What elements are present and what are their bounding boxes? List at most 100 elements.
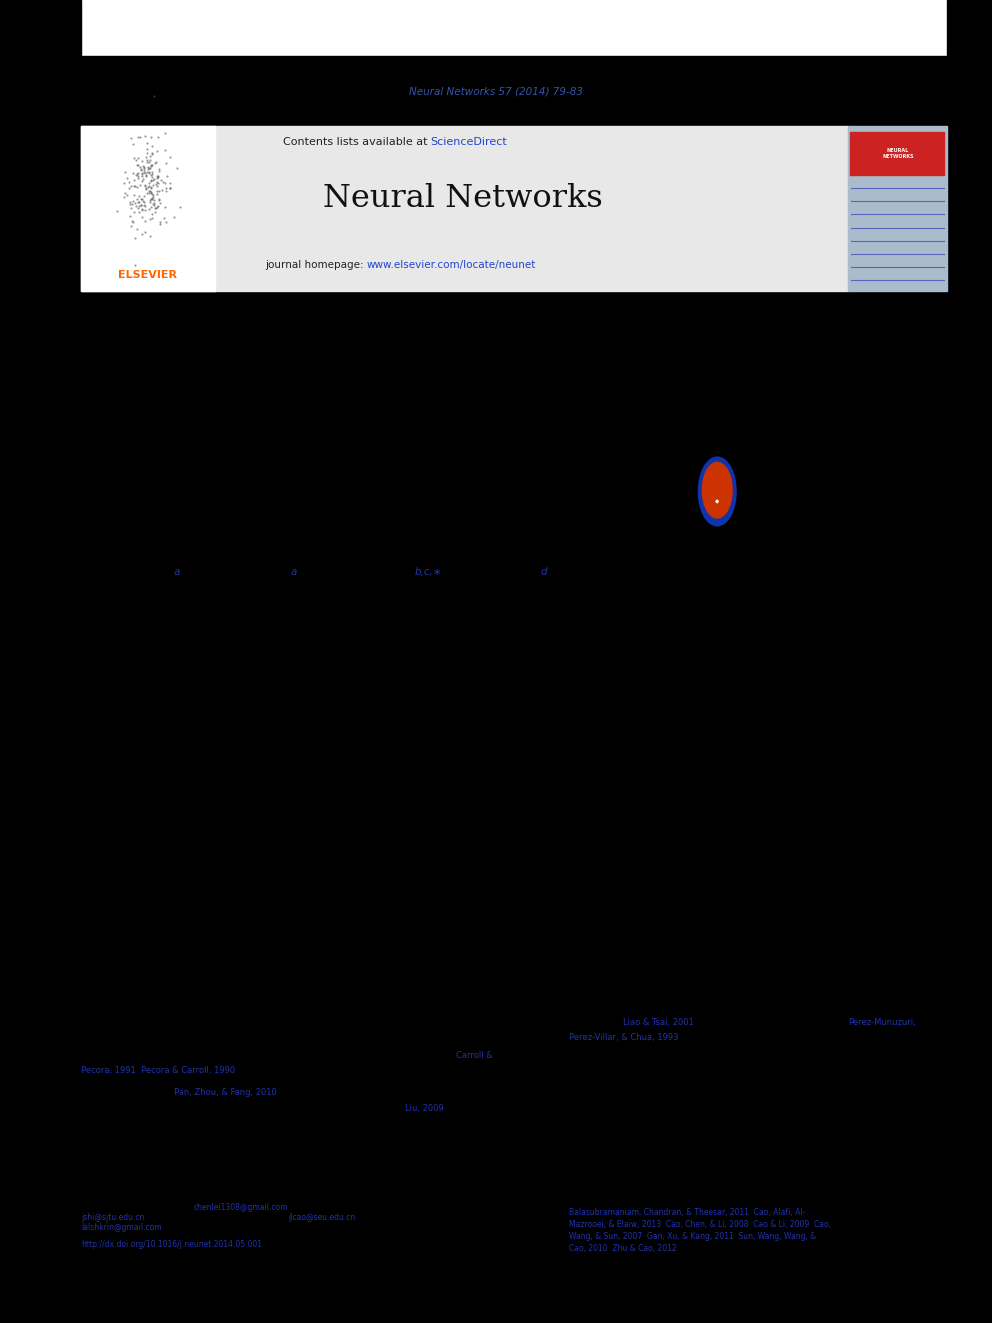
Point: [143, 188, 159, 209]
Point: [136, 194, 152, 216]
Point: [166, 206, 182, 228]
Point: [148, 197, 164, 218]
Text: NEURAL
NETWORKS: NEURAL NETWORKS: [882, 148, 914, 159]
Point: [158, 152, 174, 173]
Point: [132, 175, 148, 196]
Point: [150, 165, 166, 187]
Point: [143, 164, 159, 185]
Point: [138, 164, 154, 185]
Bar: [0, 0, 992, 56]
Point: [148, 152, 164, 173]
Point: [126, 169, 142, 191]
Point: [132, 127, 148, 148]
Point: [142, 192, 158, 213]
Point: [143, 225, 159, 246]
Point: [150, 167, 166, 188]
Bar: [947, 0, 992, 1323]
Point: [125, 163, 141, 184]
Point: [150, 126, 166, 147]
Point: [142, 146, 158, 167]
Point: [117, 161, 133, 183]
Text: Carroll &: Carroll &: [456, 1050, 493, 1060]
Ellipse shape: [698, 458, 736, 525]
Bar: [0, 56, 992, 126]
Text: Pecora, 1991  Pecora & Carroll, 1990: Pecora, 1991 Pecora & Carroll, 1990: [81, 1066, 235, 1076]
Point: [149, 172, 165, 193]
Point: [149, 173, 165, 194]
Point: [147, 86, 163, 107]
Point: [139, 132, 155, 153]
Bar: [850, 132, 944, 175]
Point: [143, 197, 159, 218]
Point: [141, 163, 157, 184]
Point: [125, 134, 141, 155]
Point: [154, 180, 170, 201]
Point: [128, 196, 144, 217]
Text: ScienceDirect: ScienceDirect: [431, 136, 507, 147]
Point: [122, 193, 138, 214]
Point: [126, 201, 142, 222]
Point: [130, 127, 146, 148]
Point: [131, 185, 147, 206]
Point: [152, 213, 168, 234]
Point: [131, 196, 147, 217]
Point: [142, 189, 158, 210]
Point: [173, 197, 188, 218]
Point: [133, 159, 149, 180]
Point: [123, 176, 139, 197]
Text: chenlei1308@gmail.com: chenlei1308@gmail.com: [193, 1204, 288, 1212]
Point: [170, 157, 186, 179]
Point: [133, 188, 149, 209]
Point: [141, 172, 157, 193]
Point: [143, 181, 159, 202]
Point: [149, 140, 165, 161]
Text: b,c,∗: b,c,∗: [415, 568, 442, 577]
Point: [159, 181, 175, 202]
Point: [143, 209, 159, 230]
Point: [145, 175, 161, 196]
Point: [137, 126, 153, 147]
Point: [156, 206, 172, 228]
Point: [145, 188, 161, 209]
Text: a: a: [291, 568, 297, 577]
Point: [149, 165, 165, 187]
Point: [116, 173, 132, 194]
Point: [129, 177, 145, 198]
Point: [138, 147, 154, 168]
Point: [149, 196, 165, 217]
Point: [129, 163, 145, 184]
Point: [162, 177, 178, 198]
Point: [156, 172, 172, 193]
Point: [127, 254, 143, 275]
Point: [141, 198, 157, 220]
Point: [144, 155, 160, 176]
Point: [141, 157, 157, 179]
Bar: [81, 126, 848, 291]
Point: [133, 194, 149, 216]
Point: [149, 180, 165, 201]
Point: [140, 151, 156, 172]
Point: [146, 194, 162, 216]
Point: [130, 165, 146, 187]
Point: [157, 173, 173, 194]
Point: [122, 191, 138, 212]
Point: [131, 201, 147, 222]
Point: [140, 156, 156, 177]
Point: [140, 149, 156, 171]
Point: [128, 165, 144, 187]
Point: [158, 139, 174, 160]
Point: [131, 197, 147, 218]
Point: [136, 161, 152, 183]
Point: [146, 184, 162, 205]
Point: [123, 216, 139, 237]
Point: [119, 185, 135, 206]
Point: [126, 176, 142, 197]
Point: [163, 147, 179, 168]
Text: lalshkrin@gmail.com: lalshkrin@gmail.com: [81, 1224, 162, 1232]
Text: journal homepage:: journal homepage:: [265, 259, 367, 270]
Point: [123, 127, 139, 148]
Point: [162, 172, 178, 193]
Point: [134, 189, 150, 210]
Point: [140, 157, 156, 179]
Text: jlcao@seu.edu.cn: jlcao@seu.edu.cn: [288, 1213, 355, 1222]
